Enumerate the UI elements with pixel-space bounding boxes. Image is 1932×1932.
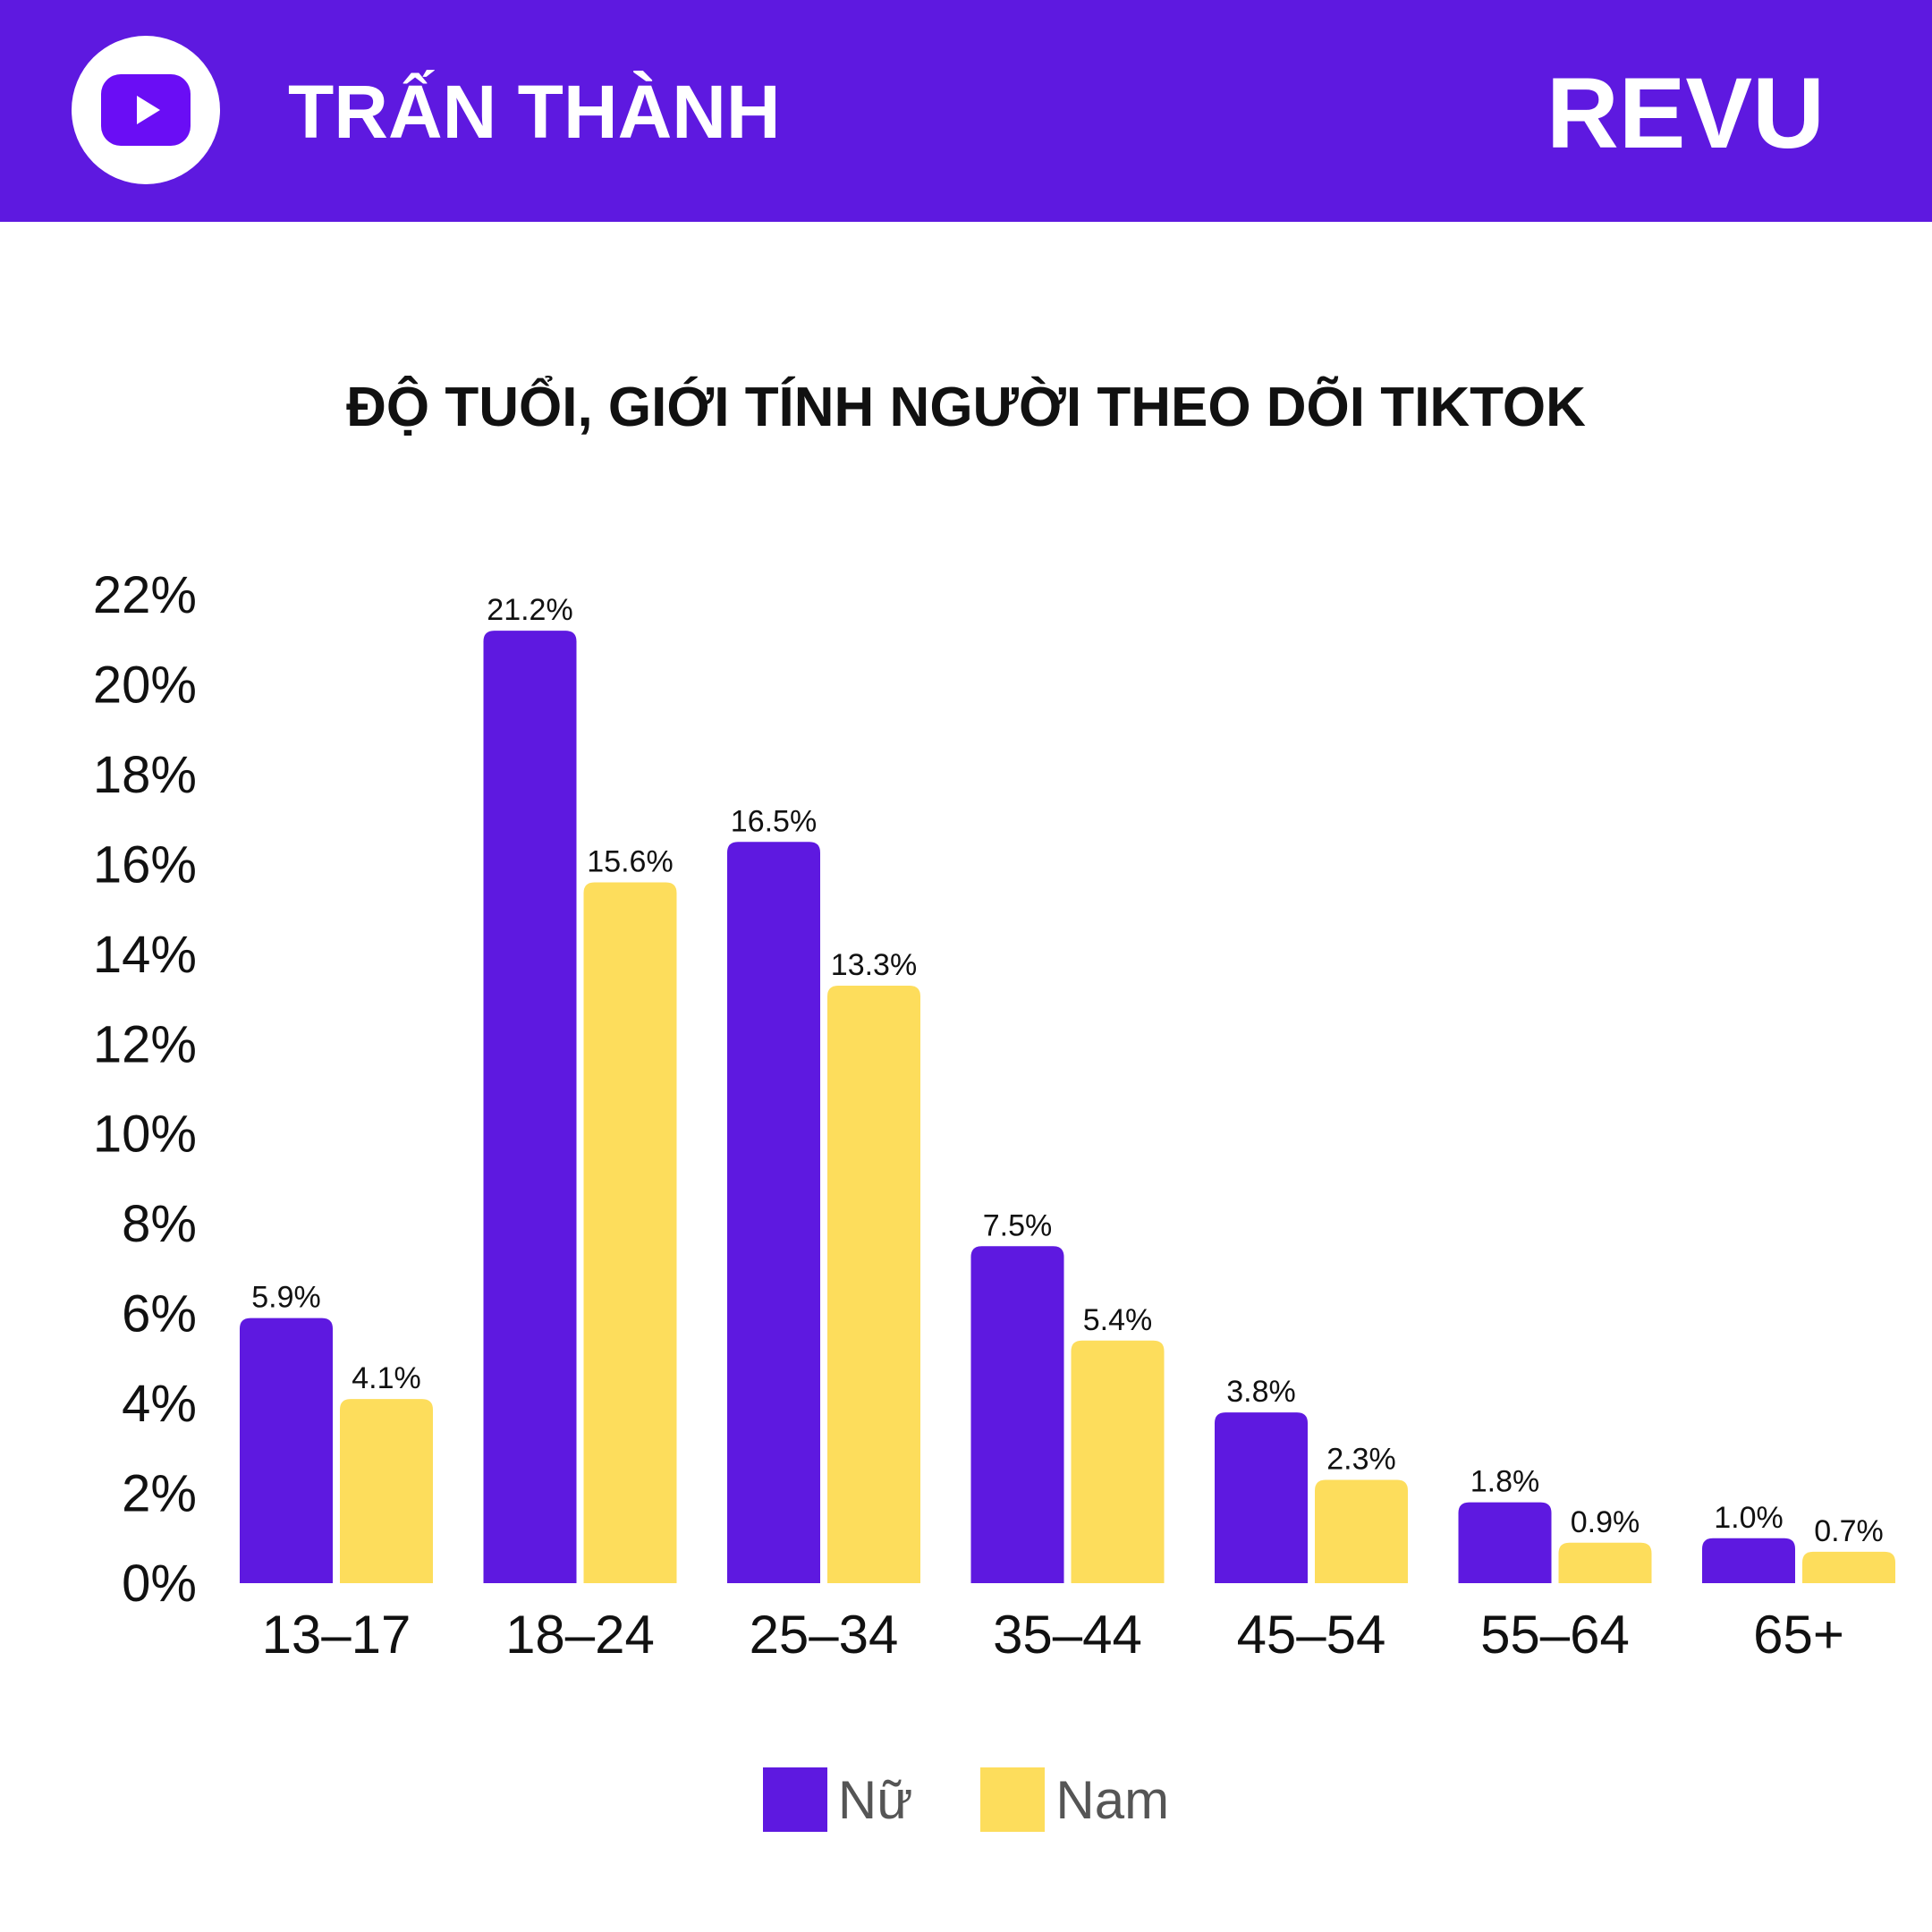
x-axis: 13–17 18–24 25–34 35–44 45–54 55–64 65+ — [262, 1605, 1844, 1665]
y-axis: 0% 2% 4% 6% 8% 10% 12% 14% 16% 18% 20% 22% — [93, 566, 197, 1613]
bar-nu — [483, 631, 577, 1583]
bar-nu — [1215, 1412, 1308, 1583]
brand-logo: REVU — [1546, 57, 1825, 169]
y-tick-label: 16% — [93, 835, 197, 894]
x-tick-label: 25–34 — [750, 1605, 899, 1665]
bar-value-label: 0.7% — [1814, 1514, 1884, 1548]
legend-label-nu: Nữ — [837, 1769, 913, 1830]
y-tick-label: 12% — [93, 1015, 197, 1073]
bar-nam — [827, 985, 920, 1583]
x-tick-label: 45–54 — [1237, 1605, 1386, 1665]
x-tick-label: 13–17 — [262, 1605, 411, 1665]
channel-badge — [72, 36, 220, 184]
channel-name: TRẤN THÀNH — [288, 70, 781, 154]
bar-nu — [1458, 1502, 1552, 1583]
bar-nam — [583, 882, 677, 1583]
y-tick-label: 14% — [93, 926, 197, 984]
bar-value-label: 1.0% — [1714, 1501, 1784, 1535]
bar-nam — [340, 1399, 433, 1583]
bar-value-label: 5.4% — [1083, 1303, 1153, 1337]
legend-item-nam: Nam — [980, 1767, 1169, 1832]
bar-nu — [970, 1246, 1064, 1583]
header-bar: TRẤN THÀNH REVU — [0, 0, 1932, 222]
x-tick-label: 55–64 — [1480, 1605, 1630, 1665]
bar-value-label: 3.8% — [1226, 1375, 1296, 1409]
bar-value-label: 4.1% — [352, 1361, 421, 1395]
bar-value-label: 7.5% — [983, 1208, 1053, 1242]
y-tick-label: 6% — [122, 1285, 197, 1343]
bar-value-label: 16.5% — [731, 804, 817, 838]
y-tick-label: 2% — [122, 1465, 197, 1523]
y-tick-label: 18% — [93, 746, 197, 804]
bar-nam — [1315, 1479, 1408, 1583]
bar-nu — [727, 842, 820, 1583]
y-tick-label: 0% — [122, 1555, 197, 1613]
bar-value-label: 1.8% — [1470, 1465, 1540, 1499]
bar-nu — [240, 1318, 333, 1583]
x-tick-label: 65+ — [1753, 1605, 1844, 1665]
y-tick-label: 10% — [93, 1106, 197, 1164]
bar-value-label: 13.3% — [831, 948, 917, 982]
bar-value-label: 5.9% — [251, 1281, 321, 1315]
bar-nu — [1702, 1538, 1795, 1583]
data-labels: 5.9% 21.2% 16.5% 7.5% 3.8% 1.8% 1.0% 4.1% 15.6% 1… — [251, 593, 1884, 1548]
bar-value-label: 15.6% — [587, 844, 673, 878]
x-tick-label: 18–24 — [505, 1605, 655, 1665]
bars-group — [240, 631, 1895, 1583]
bar-value-label: 21.2% — [487, 593, 572, 627]
youtube-icon — [101, 74, 191, 146]
legend-swatch-nam — [980, 1767, 1046, 1832]
y-tick-label: 8% — [122, 1195, 197, 1253]
y-tick-label: 22% — [93, 566, 197, 624]
legend-item-nu: Nữ — [762, 1767, 913, 1832]
legend-label-nam: Nam — [1055, 1769, 1170, 1830]
legend-swatch-nu — [762, 1767, 827, 1832]
bar-nam — [1071, 1340, 1165, 1583]
y-tick-label: 4% — [122, 1375, 197, 1433]
chart-title: ĐỘ TUỔI, GIỚI TÍNH NGƯỜI THEO DÕI TIKTOK — [346, 377, 1586, 438]
bar-nam — [1802, 1551, 1895, 1583]
bar-value-label: 0.9% — [1571, 1505, 1640, 1539]
legend: Nữ Nam — [0, 1767, 1932, 1833]
bar-nam — [1558, 1542, 1652, 1583]
bar-value-label: 2.3% — [1326, 1442, 1396, 1476]
x-tick-label: 35–44 — [993, 1605, 1142, 1665]
y-tick-label: 20% — [93, 656, 197, 714]
